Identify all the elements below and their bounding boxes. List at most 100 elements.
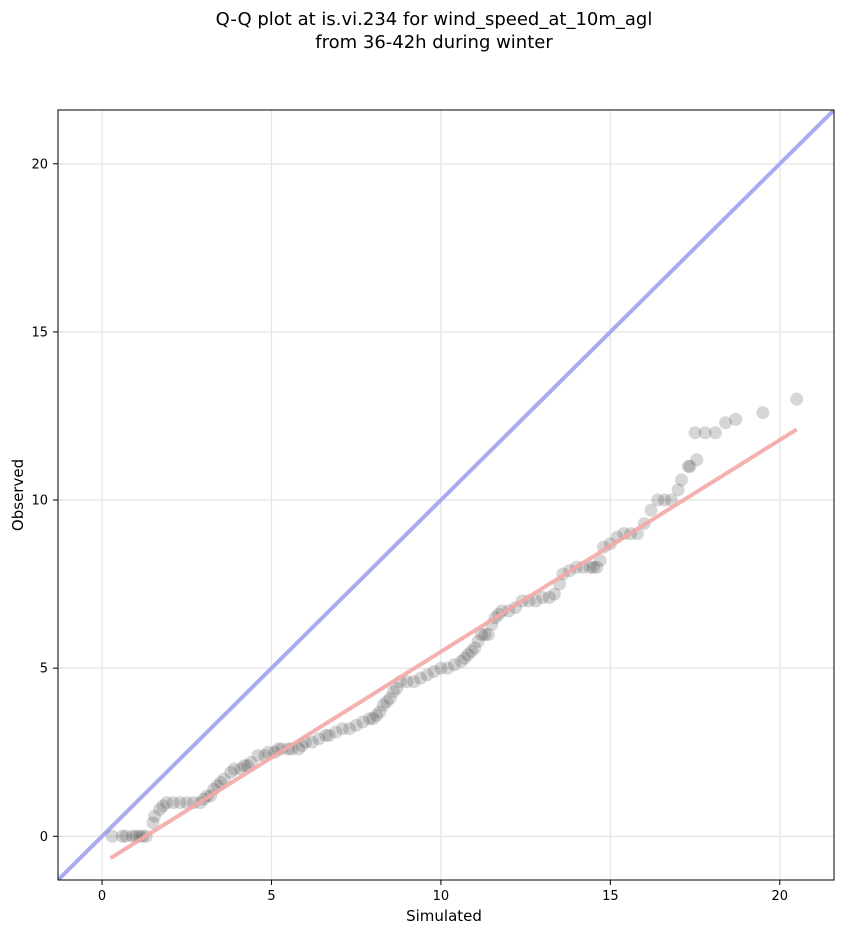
data-point-67 (441, 661, 455, 675)
data-point-97 (590, 560, 604, 574)
data-point-44 (319, 728, 333, 742)
data-point-54 (373, 705, 387, 719)
data-point-108 (658, 493, 672, 507)
data-point-119 (729, 412, 743, 426)
data-point-50 (356, 715, 370, 729)
y-tick-label-2: 10 (31, 494, 48, 509)
data-point-43 (312, 732, 326, 746)
data-point-107 (651, 493, 665, 507)
data-point-11 (156, 799, 170, 813)
data-point-26 (227, 762, 241, 776)
data-point-88 (542, 591, 556, 605)
data-point-112 (681, 459, 695, 473)
data-point-64 (420, 668, 434, 682)
data-point-3 (126, 829, 140, 843)
data-point-66 (434, 661, 448, 675)
data-point-51 (363, 712, 377, 726)
data-point-110 (671, 483, 685, 497)
data-point-113 (683, 459, 697, 473)
data-point-65 (427, 665, 441, 679)
data-point-69 (454, 654, 468, 668)
chart-title-line-1: Q-Q plot at is.vi.234 for wind_speed_at_… (215, 9, 653, 30)
data-point-53 (370, 708, 384, 722)
data-point-87 (536, 591, 550, 605)
data-point-111 (675, 473, 689, 487)
data-point-9 (148, 809, 162, 823)
data-point-63 (414, 671, 428, 685)
data-point-10 (153, 802, 167, 816)
y-axis: 0 5 10 15 20 (31, 157, 58, 845)
data-point-31 (251, 749, 265, 763)
data-point-109 (664, 493, 678, 507)
chart-title-line-2: from 36-42h during winter (315, 32, 553, 53)
scatter-points (105, 392, 804, 843)
data-point-59 (390, 681, 404, 695)
data-point-77 (481, 628, 495, 642)
data-point-48 (342, 722, 356, 736)
data-point-116 (698, 426, 712, 440)
data-point-49 (349, 718, 363, 732)
x-tick-label-3: 15 (602, 889, 619, 904)
data-point-14 (173, 796, 187, 810)
data-point-46 (329, 725, 343, 739)
x-tick-label-2: 10 (433, 889, 450, 904)
chart-title: Q-Q plot at is.vi.234 for wind_speed_at_… (0, 8, 843, 54)
data-point-0 (105, 829, 119, 843)
data-point-106 (644, 503, 658, 517)
data-point-89 (547, 587, 561, 601)
identity-line (58, 110, 834, 880)
data-point-98 (593, 554, 607, 568)
data-point-15 (180, 796, 194, 810)
data-point-68 (447, 658, 461, 672)
data-point-2 (119, 829, 133, 843)
data-point-47 (336, 722, 350, 736)
data-point-55 (376, 698, 390, 712)
data-point-58 (386, 685, 400, 699)
y-tick-label-0: 0 (40, 830, 48, 845)
data-point-121 (790, 392, 804, 406)
data-point-28 (237, 759, 251, 773)
data-point-13 (166, 796, 180, 810)
x-tick-label-4: 20 (772, 889, 789, 904)
data-point-25 (224, 765, 238, 779)
data-point-61 (400, 675, 414, 689)
x-tick-label-0: 0 (98, 889, 106, 904)
data-point-42 (305, 735, 319, 749)
data-point-57 (383, 691, 397, 705)
data-point-117 (708, 426, 722, 440)
data-point-72 (464, 644, 478, 658)
data-point-75 (475, 628, 489, 642)
y-tick-label-3: 15 (31, 325, 48, 340)
data-point-95 (583, 560, 597, 574)
data-point-96 (586, 560, 600, 574)
x-axis: 0 5 10 15 20 (98, 880, 788, 904)
data-point-24 (217, 772, 231, 786)
data-point-12 (159, 796, 173, 810)
plot-frame (57, 109, 835, 881)
data-point-120 (756, 406, 770, 420)
data-point-52 (366, 712, 380, 726)
data-point-45 (322, 728, 336, 742)
data-point-70 (458, 651, 472, 665)
data-point-1 (115, 829, 129, 843)
data-point-74 (471, 634, 485, 648)
data-point-30 (244, 755, 258, 769)
data-point-76 (478, 628, 492, 642)
data-point-73 (468, 641, 482, 655)
data-point-86 (529, 594, 543, 608)
data-point-114 (690, 453, 704, 467)
x-tick-label-1: 5 (267, 889, 275, 904)
data-point-39 (292, 742, 306, 756)
data-point-118 (719, 416, 733, 430)
y-axis-label: Observed (9, 459, 27, 531)
x-axis-label: Simulated (406, 907, 482, 925)
data-point-71 (461, 648, 475, 662)
data-point-115 (688, 426, 702, 440)
data-point-56 (380, 695, 394, 709)
data-point-8 (146, 816, 160, 830)
data-point-62 (407, 675, 421, 689)
fit-line (109, 427, 798, 860)
y-tick-label-4: 20 (31, 157, 48, 172)
grid (58, 110, 834, 880)
